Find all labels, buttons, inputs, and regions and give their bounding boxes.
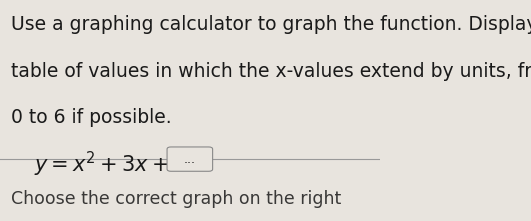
Text: $y = x^2 + 3x + 2$: $y = x^2 + 3x + 2$ <box>34 150 186 179</box>
Text: 0 to 6 if possible.: 0 to 6 if possible. <box>11 108 172 127</box>
Text: table of values in which the x-values extend by units, from: table of values in which the x-values ex… <box>11 62 531 81</box>
Text: ...: ... <box>184 153 196 166</box>
Text: Choose the correct graph on the right: Choose the correct graph on the right <box>11 190 341 208</box>
Text: Use a graphing calculator to graph the function. Display a: Use a graphing calculator to graph the f… <box>11 15 531 34</box>
FancyBboxPatch shape <box>167 147 212 171</box>
